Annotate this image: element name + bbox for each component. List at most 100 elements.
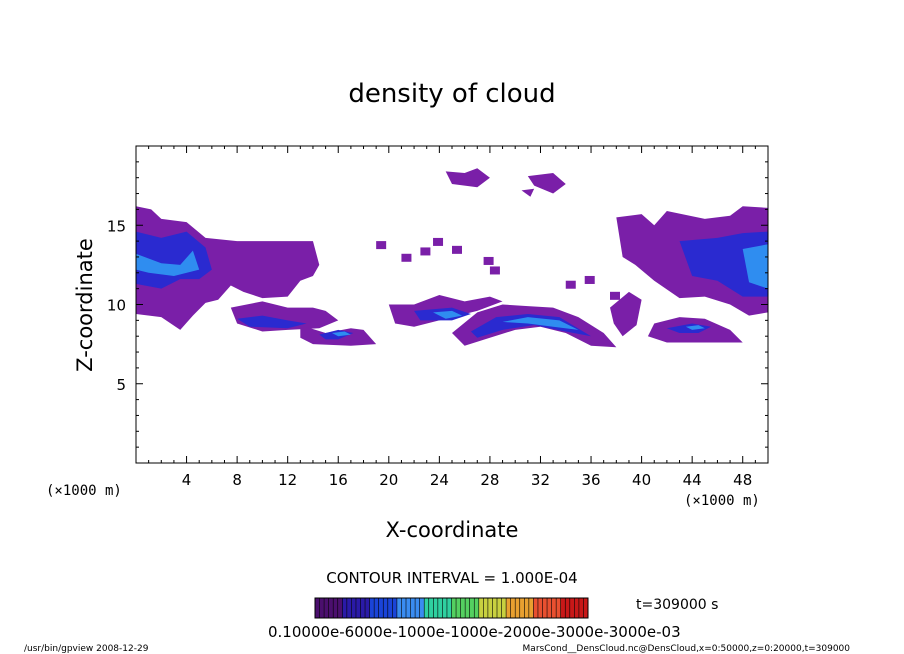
y-axis-ticks: 5 10 15 <box>107 161 768 448</box>
x-tick-label: 20 <box>379 471 398 489</box>
colorbar-swatch <box>346 598 352 618</box>
colorbar-swatch <box>524 598 529 618</box>
left-cloud-bright <box>136 250 200 276</box>
cloud-field <box>136 168 768 348</box>
x-axis-label: X-coordinate <box>386 518 519 542</box>
x-tick-label: 16 <box>329 471 348 489</box>
x-tick-label: 8 <box>232 471 242 489</box>
colorbar-swatch <box>410 598 416 618</box>
colorbar-swatch <box>478 598 484 618</box>
colorbar-swatch <box>337 598 343 618</box>
cloud-blob-9 <box>489 266 500 275</box>
colorbar-swatch <box>424 598 429 618</box>
x-tick-label: 4 <box>182 471 192 489</box>
colorbar-swatch <box>383 598 388 618</box>
colorbar-swatch <box>578 598 584 618</box>
colorbar-labels: 0.10000e-6000e-1000e-1000e-2000e-3000e-3… <box>268 623 681 641</box>
x-tick-label: 44 <box>683 471 702 489</box>
colorbar-swatch <box>474 598 479 618</box>
colorbar-swatch <box>451 598 457 618</box>
colorbar-swatch <box>396 598 402 618</box>
colorbar-swatch <box>446 598 452 618</box>
colorbar-swatch <box>415 598 420 618</box>
colorbar-swatch <box>406 598 411 618</box>
chart-title: density of cloud <box>348 79 555 109</box>
colorbar-swatch <box>483 598 488 618</box>
left-cloud-core <box>136 231 212 289</box>
colorbar-swatch <box>351 598 356 618</box>
cloud-blob-2 <box>433 237 444 246</box>
colorbar-swatch <box>547 598 552 618</box>
colorbar-swatch <box>437 598 443 618</box>
low-arc-right-bright <box>685 325 705 330</box>
colorbar-swatch <box>319 598 325 618</box>
cloud-blob-0 <box>376 241 387 250</box>
y-tick-label: 15 <box>107 217 126 235</box>
x-tick-label: 12 <box>278 471 297 489</box>
colorbar <box>314 598 588 618</box>
colorbar-swatch <box>315 598 320 618</box>
colorbar-swatch <box>401 598 406 618</box>
low-arc-left-bright <box>331 331 351 337</box>
x-tick-label: 36 <box>581 471 600 489</box>
y-tick-label: 5 <box>116 376 126 394</box>
colorbar-swatch <box>565 598 570 618</box>
x-axis-ticks: 4 8 12 16 20 24 28 32 36 40 44 48 <box>148 146 756 489</box>
colorbar-swatch <box>574 598 579 618</box>
colorbar-swatch <box>533 598 538 618</box>
lower-left-core <box>237 315 307 329</box>
colorbar-swatch <box>506 598 511 618</box>
colorbar-swatch <box>365 598 370 618</box>
cloud-blob-3 <box>452 245 462 254</box>
central-band-bright <box>433 310 463 319</box>
colorbar-swatch <box>560 598 566 618</box>
colorbar-swatch <box>442 598 447 618</box>
colorbar-swatch <box>460 598 466 618</box>
colorbar-frame <box>314 597 589 619</box>
colorbar-swatch <box>360 598 366 618</box>
cloud-blob-6 <box>584 275 595 284</box>
colorbar-swatch <box>369 598 375 618</box>
y-tick-label: 10 <box>107 297 126 315</box>
colorbar-swatch <box>469 598 475 618</box>
colorbar-swatch <box>583 598 588 618</box>
time-label: t=309000 s <box>636 597 718 613</box>
cloud-blob-7 <box>610 291 620 300</box>
colorbar-swatch <box>333 598 338 618</box>
colorbar-swatch <box>492 598 497 618</box>
colorbar-swatch <box>497 598 502 618</box>
right-cloud-bright <box>742 244 768 289</box>
upper-fragment-3 <box>521 188 535 197</box>
colorbar-swatch <box>542 598 548 618</box>
colorbar-swatch <box>324 598 329 618</box>
footer-left: /usr/bin/gpview 2008-12-29 <box>24 644 149 654</box>
colorbar-swatch <box>528 598 534 618</box>
contour-interval: CONTOUR INTERVAL = 1.000E-04 <box>326 569 577 587</box>
colorbar-swatch <box>537 598 543 618</box>
colorbar-swatch <box>419 598 425 618</box>
colorbar-swatch <box>392 598 397 618</box>
cloud-blob-8 <box>401 253 412 262</box>
colorbar-swatch <box>501 598 507 618</box>
colorbar-swatch <box>569 598 575 618</box>
colorbar-swatch <box>465 598 470 618</box>
colorbar-swatch <box>387 598 393 618</box>
colorbar-swatch <box>487 598 493 618</box>
colorbar-swatch <box>342 598 347 618</box>
upper-fragment-2 <box>527 172 566 194</box>
central-arc-cloud <box>452 304 617 348</box>
x-unit-left: (×1000 m) <box>46 483 122 499</box>
y-axis-label: Z-coordinate <box>73 238 97 372</box>
central-arc-core <box>470 314 592 338</box>
colorbar-swatch <box>551 598 557 618</box>
cloud-blob-1 <box>420 247 431 256</box>
colorbar-swatch <box>519 598 525 618</box>
colorbar-swatch <box>556 598 561 618</box>
colorbar-swatch <box>456 598 461 618</box>
central-arc-bright <box>502 317 579 330</box>
colorbar-swatch <box>328 598 334 618</box>
cloud-blob-4 <box>483 256 494 265</box>
colorbar-swatch <box>515 598 520 618</box>
x-tick-label: 28 <box>480 471 499 489</box>
